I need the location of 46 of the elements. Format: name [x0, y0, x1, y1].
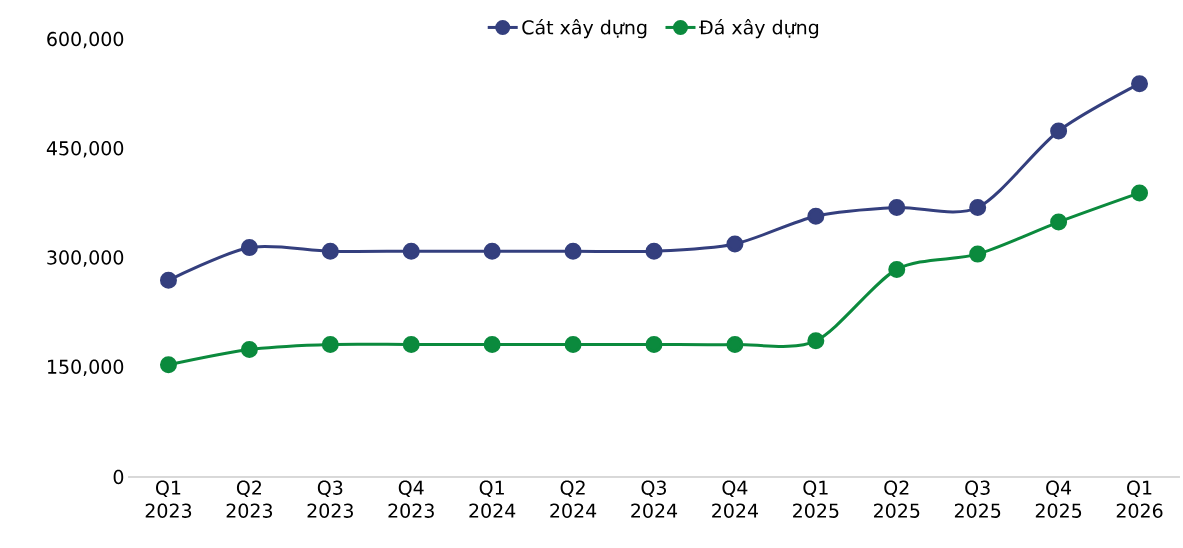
- point: [1050, 213, 1068, 231]
- point: [321, 242, 339, 260]
- x-tick-label: Q1 2023: [145, 480, 192, 518]
- point: [321, 335, 339, 353]
- x-tick-label: Q1 2024: [469, 480, 516, 518]
- y-tick-label: 150,000: [48, 359, 124, 376]
- point: [969, 245, 987, 263]
- point: [564, 335, 582, 353]
- point: [888, 260, 906, 278]
- x-tick-label: Q4 2024: [712, 480, 758, 518]
- x-tick-label: Q3 2024: [631, 480, 678, 518]
- point: [240, 239, 258, 257]
- point: [969, 199, 987, 216]
- x-tick-label: Q3 2025: [954, 480, 1001, 518]
- point: [483, 242, 501, 260]
- x-tick-label: Q2 2023: [226, 480, 273, 518]
- legend-label: Đá xây dựng: [699, 19, 819, 39]
- x-tick-label: Q2 2025: [873, 480, 920, 518]
- legend-label: Cát xây dựng: [522, 19, 647, 39]
- point: [726, 235, 744, 253]
- y-tick-label: 450,000: [46, 141, 124, 158]
- x-tick-label: Q4 2023: [388, 480, 434, 518]
- point: [645, 242, 663, 260]
- x-tick-label: Q1 2025: [793, 480, 839, 518]
- point: [402, 242, 420, 260]
- point: [1050, 122, 1068, 140]
- point: [888, 199, 906, 216]
- point: [564, 242, 582, 260]
- point: [159, 271, 177, 289]
- y-tick-label: 300,000: [47, 250, 124, 267]
- point: [483, 335, 501, 353]
- point: [645, 335, 663, 353]
- x-tick-label: Q1 2026: [1116, 480, 1163, 518]
- point: [1131, 75, 1149, 93]
- point: [807, 207, 825, 225]
- y-tick-label: 600,000: [47, 31, 124, 49]
- x-tick-label: Q3 2023: [307, 480, 353, 518]
- point: [1131, 184, 1149, 202]
- point: [159, 356, 177, 374]
- x-tick-label: Q2 2024: [550, 480, 597, 518]
- x-tick-label: Q4 2025: [1035, 480, 1082, 518]
- point: [402, 335, 420, 353]
- y-tick-label: 0: [113, 469, 124, 485]
- point: [807, 332, 825, 350]
- point: [240, 341, 258, 359]
- point: [726, 335, 744, 353]
